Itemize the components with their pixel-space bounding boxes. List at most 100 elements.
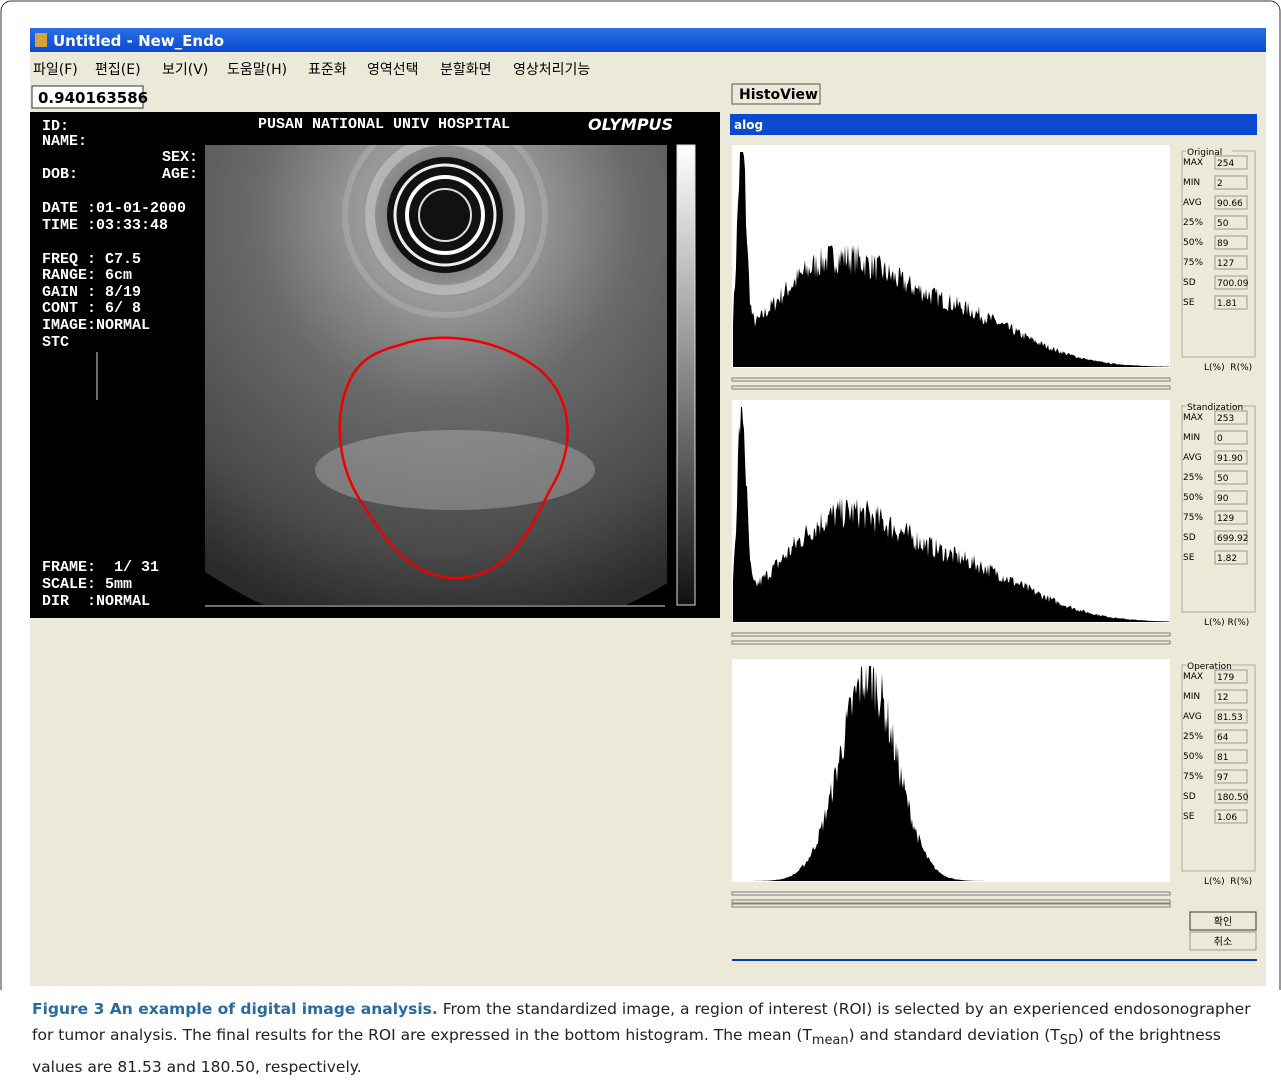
stat-value: 1.81 xyxy=(1217,299,1237,309)
overlay-text: TIME :03:33:48 xyxy=(42,217,168,234)
stat-box xyxy=(1214,749,1248,764)
stat-label: 50% xyxy=(1183,238,1203,248)
window-title: Untitled - New_Endo xyxy=(53,32,224,50)
stat-value: 91.90 xyxy=(1217,454,1243,464)
stats-title: Standization xyxy=(1187,403,1243,413)
scrollbar xyxy=(731,891,1171,896)
stat-value: 1.82 xyxy=(1217,554,1237,564)
stat-label: SE xyxy=(1183,812,1195,822)
stat-label: 25% xyxy=(1183,218,1203,228)
stat-box xyxy=(1214,490,1248,505)
histoview-button[interactable] xyxy=(731,83,821,105)
stat-value: 179 xyxy=(1217,673,1234,683)
stat-label: 75% xyxy=(1183,772,1203,782)
stat-box xyxy=(1214,175,1248,190)
overlay-text: CONT : 6/ 8 xyxy=(42,300,141,317)
stat-box xyxy=(1214,255,1248,270)
stat-box xyxy=(1214,809,1248,824)
scrollbar xyxy=(731,903,1171,908)
stat-label: SE xyxy=(1183,553,1195,563)
histogram xyxy=(733,407,1169,622)
overlay-text: GAIN : 8/19 xyxy=(42,284,141,301)
menu-item: 분할화면 xyxy=(440,62,492,78)
app-icon xyxy=(35,33,47,47)
stat-label: SE xyxy=(1183,298,1195,308)
stat-value: 50 xyxy=(1217,219,1229,229)
stats-title: Operation xyxy=(1187,662,1232,672)
value-text: 0.940163586 xyxy=(38,89,148,107)
stat-label: MIN xyxy=(1183,433,1200,443)
stat-label: AVG xyxy=(1183,453,1202,463)
stat-label: 75% xyxy=(1183,513,1203,523)
gray-scale-bar xyxy=(676,144,696,606)
stat-value: 254 xyxy=(1217,159,1234,169)
stat-box xyxy=(1214,729,1248,744)
stat-label: 50% xyxy=(1183,493,1203,503)
overlay-text: AGE: xyxy=(162,166,198,183)
scrollbar xyxy=(731,640,1171,645)
stat-value: 12 xyxy=(1217,693,1228,703)
stat-label: MIN xyxy=(1183,692,1200,702)
figure: Untitled - New_Endo 파일(F) 편집(E) 보기(V) 도움말(H… xyxy=(0,0,1281,990)
stat-box xyxy=(1214,470,1248,485)
cancel-label: 취소 xyxy=(1214,936,1232,948)
histogram xyxy=(733,666,1169,881)
menu-bar: 파일(F) 편집(E) 보기(V) 도움말(H) 표준화 영역선택 분할화면 영상처리기능 xyxy=(33,62,590,78)
stats-title-bg xyxy=(1186,401,1232,411)
stat-box xyxy=(1214,709,1248,724)
stat-box xyxy=(1214,195,1248,210)
stat-box xyxy=(1214,450,1248,465)
stat-value: 180.50 xyxy=(1217,793,1249,803)
stat-label: 75% xyxy=(1183,258,1203,268)
cancel-button[interactable] xyxy=(1189,931,1257,951)
stat-value: 89 xyxy=(1217,239,1229,249)
roi-contour xyxy=(338,336,569,580)
menu-item: 보기(V) xyxy=(162,62,208,78)
stats-footer: L(%) R(%) xyxy=(1204,618,1249,628)
stat-value: 97 xyxy=(1217,773,1228,783)
stat-label: MAX xyxy=(1183,413,1203,423)
histogram xyxy=(733,152,1169,367)
stat-box xyxy=(1214,410,1248,425)
stat-value: 81.53 xyxy=(1217,713,1243,723)
stat-value: 127 xyxy=(1217,259,1234,269)
stat-label: SD xyxy=(1183,278,1196,288)
overlay-text: DIR :NORMAL xyxy=(42,593,150,610)
stat-label: AVG xyxy=(1183,198,1202,208)
stat-box xyxy=(1214,550,1248,565)
stat-value: 129 xyxy=(1217,514,1234,524)
dialog-bar xyxy=(730,114,1257,135)
histoview-label: HistoView xyxy=(739,87,818,103)
ok-label: 확인 xyxy=(1214,916,1232,928)
stat-label: MAX xyxy=(1183,672,1203,682)
stat-box xyxy=(1214,530,1248,545)
scrollbar xyxy=(731,377,1171,382)
overlay-text: FREQ : C7.5 xyxy=(42,251,141,268)
overlay-text: IMAGE:NORMAL xyxy=(42,317,150,334)
caption-sub: SD xyxy=(1059,1033,1078,1049)
image-overlay: ID:NAME: SEX: DOB: AGE: DATE :01-01-2000TIME… xyxy=(42,115,673,610)
stat-value: 700.09 xyxy=(1217,279,1249,289)
stat-label: AVG xyxy=(1183,712,1202,722)
ultrasound-scan xyxy=(205,145,667,605)
scrollbar xyxy=(731,632,1171,637)
caption-text: From the standardized image, a region of… xyxy=(32,1000,1251,1044)
menu-item: 편집(E) xyxy=(95,62,141,78)
ok-button[interactable] xyxy=(1189,911,1257,931)
scrollbar xyxy=(731,385,1171,390)
stat-box xyxy=(1214,669,1248,684)
stat-label: MIN xyxy=(1183,178,1200,188)
value-box xyxy=(31,85,144,109)
stat-box xyxy=(1214,215,1248,230)
stat-label: 25% xyxy=(1183,473,1203,483)
stat-value: 64 xyxy=(1217,733,1229,743)
caption-text: ) and standard deviation (T xyxy=(848,1026,1060,1044)
stats-footer: L(%) R(%) xyxy=(1204,363,1252,373)
stat-label: SD xyxy=(1183,792,1196,802)
stat-box xyxy=(1214,510,1248,525)
stat-box xyxy=(1214,689,1248,704)
probe xyxy=(387,157,503,273)
menu-item: 표준화 xyxy=(308,62,347,78)
stat-box xyxy=(1214,769,1248,784)
